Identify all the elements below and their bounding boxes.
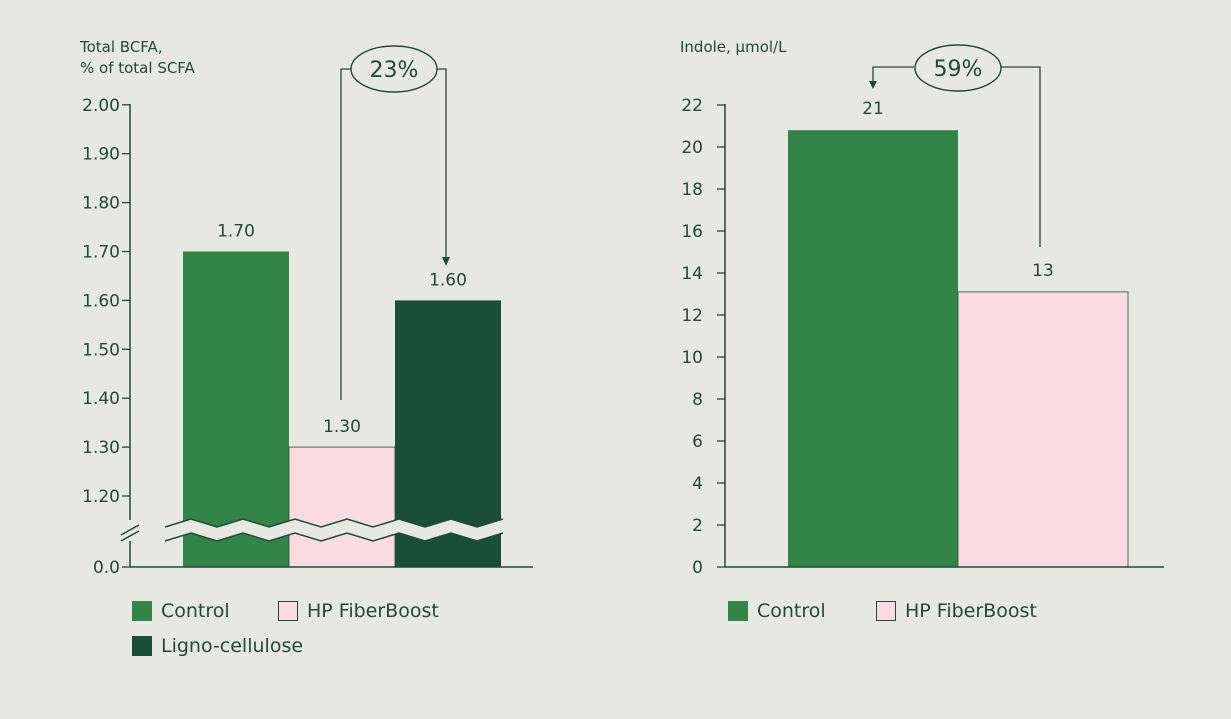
data-label: 1.60 [429,270,467,290]
annotation-label: 23% [370,58,419,83]
y-tick-label: 22 [681,96,703,116]
annotation-connector [340,68,352,400]
y-axis-label: Indole, µmol/L [680,38,787,56]
y-tick-label: 12 [681,306,703,326]
annotation-arrowhead [442,257,450,266]
data-label: 21 [862,99,884,119]
y-tick-label: 2.00 [82,96,120,116]
annotation-arrowhead [869,81,877,89]
y-tick-label: 8 [692,390,703,410]
annotation-bubble [914,44,1002,92]
annotation-connector [436,68,447,258]
annotation-label: 59% [934,57,983,82]
axis-break-line [164,518,504,528]
legend-label: HP FiberBoost [905,600,1037,622]
y-axis-label: % of total SCFA [80,59,196,77]
y-tick-label: 18 [681,180,703,200]
legend-swatch-fiberboost [876,601,896,621]
axis-break-mark [120,530,140,542]
data-label: 1.70 [217,222,255,242]
bar-hp-fiberboost [957,291,1129,568]
y-tick-label: 1.70 [82,243,120,263]
legend-swatch-fiberboost [278,601,298,621]
y-tick-label: 20 [681,138,703,158]
y-tick-label: 1.40 [82,389,120,409]
bar-control [183,251,289,567]
y-tick-label: 6 [692,432,703,452]
y-tick-label: 0.0 [93,558,120,578]
legend-label: Control [161,600,230,622]
legend-swatch-control [728,601,748,621]
y-tick-label: 0 [692,558,703,578]
annotation-connector [1000,66,1041,247]
y-tick-label: 1.90 [82,145,120,165]
legend-item-control-left: Control [132,600,230,622]
legend-label: HP FiberBoost [307,600,439,622]
y-tick-label: 4 [692,474,703,494]
y-tick-label: 1.20 [82,487,120,507]
annotation-connector [872,66,914,82]
y-tick-label: 1.50 [82,340,120,360]
legend-item-fiberboost-right: HP FiberBoost [876,600,1037,622]
legend-label: Ligno-cellulose [161,635,304,657]
y-tick-label: 1.30 [82,438,120,458]
legend-item-fiberboost-left: HP FiberBoost [278,600,439,622]
data-label: 13 [1032,261,1054,281]
legend-label: Control [757,600,826,622]
bar-control [788,130,958,567]
y-tick-label: 2 [692,516,703,536]
annotation-bubble [350,45,438,93]
legend-item-control-right: Control [728,600,826,622]
legend-item-lignocellulose-left: Ligno-cellulose [132,635,303,657]
axis-break-line [164,532,504,542]
y-tick-label: 14 [681,264,703,284]
data-label: 1.30 [323,417,361,437]
y-tick-label: 16 [681,222,703,242]
y-tick-label: 1.80 [82,194,120,214]
y-tick-label: 1.60 [82,291,120,311]
axis-break-band [165,519,503,541]
legend-swatch-lignocellulose [132,636,152,656]
bar-hp-fiberboost [288,446,396,568]
y-tick-label: 10 [681,348,703,368]
legend-swatch-control [132,601,152,621]
y-axis-label: Total BCFA, [79,38,163,56]
axis-break-mark [120,524,140,536]
